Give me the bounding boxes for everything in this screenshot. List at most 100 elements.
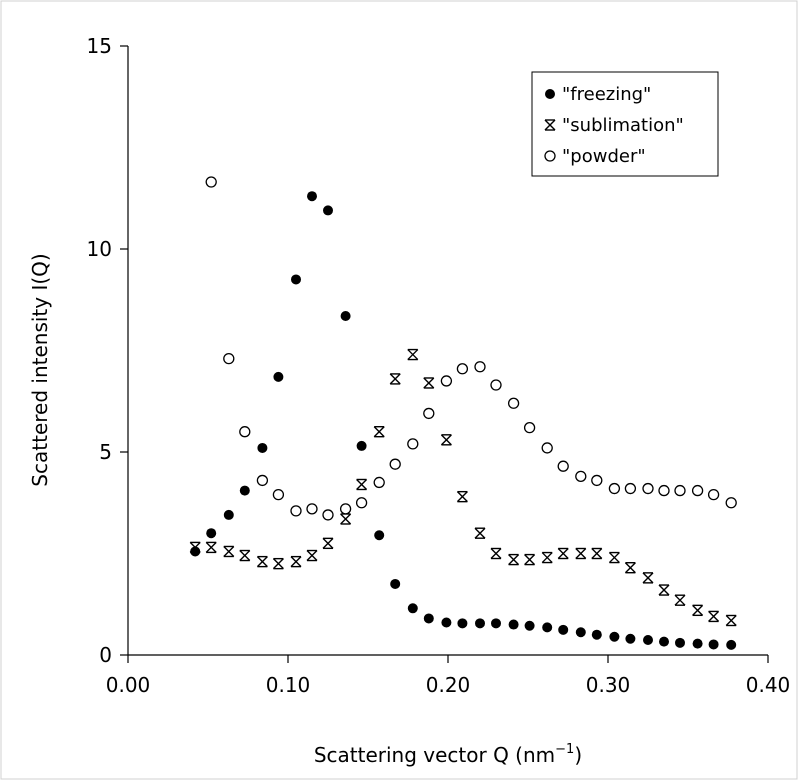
series-2 (205, 176, 737, 521)
data-point (624, 482, 637, 495)
data-point (692, 604, 704, 617)
data-point (356, 440, 367, 451)
data-point (322, 509, 334, 521)
data-point (508, 619, 519, 630)
data-point (306, 549, 318, 562)
data-point (340, 513, 352, 525)
y-tick-label: 5 (99, 440, 112, 464)
data-point (675, 637, 685, 648)
legend-marker (544, 150, 556, 162)
data-point (407, 603, 418, 614)
data-point (575, 470, 587, 483)
data-point (189, 541, 201, 554)
legend-marker (545, 89, 555, 99)
data-point (575, 547, 587, 560)
data-point (389, 458, 401, 470)
data-point (643, 634, 653, 645)
data-point (475, 618, 485, 629)
data-point (591, 629, 602, 640)
x-tick-label: 0.20 (426, 673, 471, 697)
data-point (290, 555, 302, 568)
x-axis-title-superscript: −1 (555, 742, 574, 757)
data-point (508, 553, 520, 566)
legend-item-1: "sublimation" (544, 115, 684, 136)
data-point (691, 484, 704, 497)
data-point (658, 484, 670, 497)
data-point (423, 377, 435, 389)
data-point (291, 274, 301, 285)
legend-label: "powder" (562, 146, 646, 167)
data-point (708, 639, 719, 650)
data-point (205, 176, 217, 188)
data-point (373, 476, 385, 489)
x-axis-title-tail: ) (574, 743, 582, 767)
data-point (692, 638, 703, 649)
data-point (373, 426, 385, 438)
legend-label: "freezing" (562, 84, 651, 105)
data-point (423, 407, 435, 420)
data-point (674, 594, 686, 606)
series-1 (189, 348, 737, 627)
y-tick-label: 10 (87, 237, 112, 261)
data-point (306, 503, 318, 515)
data-point (674, 484, 686, 497)
data-point (575, 627, 586, 638)
data-point (541, 551, 553, 564)
data-point (205, 541, 217, 554)
data-point (256, 555, 268, 568)
data-point (491, 618, 501, 629)
data-point (356, 478, 368, 491)
data-point (390, 578, 401, 589)
data-point (440, 375, 453, 387)
data-point (608, 551, 620, 564)
data-point (523, 421, 536, 434)
data-point (725, 614, 737, 627)
data-point (272, 557, 284, 570)
data-point (558, 624, 569, 635)
data-point (441, 617, 452, 628)
data-point (591, 474, 603, 487)
data-point (625, 633, 636, 644)
data-point (456, 490, 468, 503)
legend: "freezing" "sublimation" "powder" (531, 71, 719, 177)
x-axis-title-main: Scattering vector Q (nm (314, 743, 555, 767)
data-point (307, 191, 317, 202)
data-point (474, 527, 486, 539)
data-point (474, 361, 486, 373)
data-point (440, 434, 452, 446)
data-point (389, 373, 401, 385)
data-point (272, 488, 285, 501)
data-point (542, 622, 553, 633)
data-point (339, 503, 352, 515)
data-point (239, 426, 251, 438)
data-point (322, 537, 334, 550)
legend-item-2: "powder" (544, 146, 646, 167)
data-point (273, 371, 284, 382)
data-point (557, 547, 569, 560)
data-point (290, 505, 302, 517)
data-point (407, 438, 419, 450)
data-point (490, 379, 502, 391)
data-point (642, 572, 654, 584)
data-point (726, 639, 737, 650)
data-point (456, 363, 469, 375)
x-axis-title: Scattering vector Q (nm−1) (314, 742, 582, 767)
data-point (239, 485, 250, 496)
legend-box (531, 71, 719, 177)
data-point (642, 482, 654, 495)
y-axis-title: Scattered intensity I(Q) (28, 253, 52, 486)
y-tick-label: 15 (87, 34, 112, 58)
data-point (423, 613, 434, 624)
x-tick-label: 0.30 (586, 673, 631, 697)
x-tick-label: 0.00 (106, 673, 151, 697)
axes: 0 5 10 15 0.00 0.10 0.20 0.30 0.40 (87, 34, 791, 697)
data-point (557, 460, 569, 472)
series-layer (189, 176, 737, 650)
data-point (490, 547, 502, 560)
data-point (624, 562, 636, 574)
data-point (340, 310, 351, 321)
data-point (541, 442, 553, 454)
data-point (507, 397, 520, 409)
